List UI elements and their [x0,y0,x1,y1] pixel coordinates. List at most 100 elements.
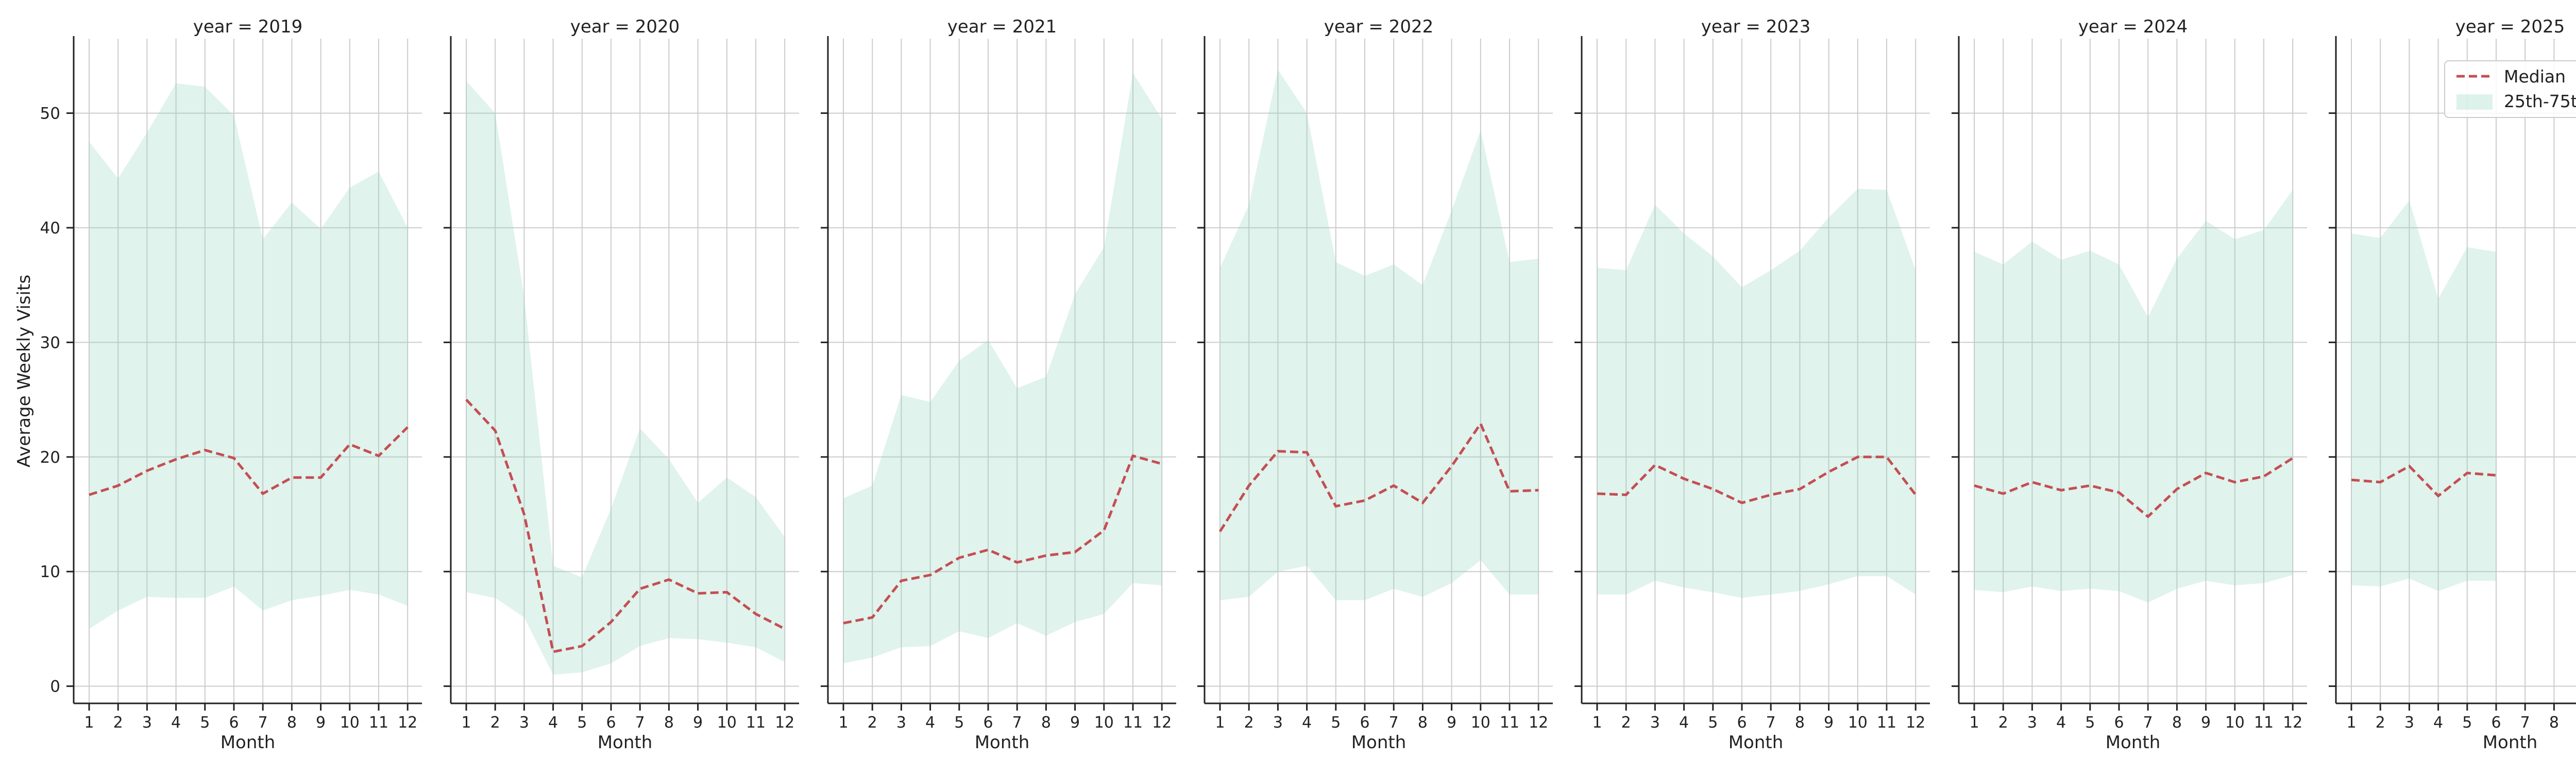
x-tick-label: 2 [113,714,123,732]
x-tick-label: 8 [2172,714,2182,732]
x-tick-label: 11 [746,714,766,732]
median-point [726,591,728,593]
x-tick-label: 9 [1824,714,1834,732]
x-tick-label: 3 [2027,714,2037,732]
x-tick-label: 3 [519,714,529,732]
panel-title: year = 2020 [570,16,680,37]
median-point [1828,471,1830,473]
x-axis-label: Month [975,732,1030,753]
median-line [843,454,1162,625]
x-tick-label: 6 [1360,714,1369,732]
x-tick-label: 4 [548,714,558,732]
x-tick-label: 2 [1621,714,1631,732]
percentile-band [2351,200,2496,592]
median-line [465,398,786,653]
x-tick-label: 12 [1529,714,1548,732]
median-point [1654,464,1656,466]
percentile-band [843,73,1162,664]
median-point [175,458,177,460]
median-point [1480,423,1482,425]
x-tick-label: 11 [1500,714,1519,732]
percentile-band [1597,189,1916,598]
x-tick-label: 3 [142,714,152,732]
y-tick-label: 10 [40,563,60,581]
x-tick-label: 6 [983,714,993,732]
median-point [494,430,496,432]
median-point [1625,494,1627,496]
median-point [668,579,670,581]
median-line [89,426,409,496]
median-point [1770,494,1772,496]
median-point [88,494,90,496]
x-tick-label: 3 [2404,714,2414,732]
median-point [465,399,467,401]
median-point [2002,493,2004,495]
median-point [1016,561,1018,563]
median-point [1393,484,1395,486]
median-point [2205,472,2207,474]
x-tick-label: 4 [925,714,935,732]
median-point [900,580,902,582]
median-line [1597,456,1917,504]
percentile-band [89,83,408,629]
median-point [1306,451,1308,453]
median-point [929,574,931,576]
median-point [2350,479,2352,481]
x-tick-label: 4 [171,714,181,732]
x-tick-label: 4 [1302,714,1312,732]
median-point [552,651,554,653]
median-point [2263,476,2265,478]
median-point [1277,450,1279,452]
x-tick-label: 8 [287,714,297,732]
percentile-band [1974,190,2293,603]
median-point [2495,474,2497,476]
median-point [2031,481,2033,483]
x-tick-label: 1 [84,714,94,732]
median-point [146,470,148,472]
panel-title: year = 2019 [193,16,302,37]
median-point [378,455,380,457]
x-tick-label: 8 [1041,714,1051,732]
panel-title: year = 2025 [2455,16,2565,37]
median-point [2118,492,2120,494]
median-point [1421,502,1423,504]
median-point [1248,484,1250,486]
y-tick-label: 30 [40,333,60,352]
median-point [1537,489,1539,491]
x-axis-label: Month [598,732,653,753]
x-tick-label: 10 [1471,714,1490,732]
x-tick-label: 9 [1447,714,1456,732]
x-tick-label: 9 [693,714,703,732]
x-tick-label: 10 [717,714,737,732]
median-point [1973,484,1975,486]
x-tick-label: 12 [775,714,794,732]
panel-title: year = 2024 [2078,16,2188,37]
x-tick-label: 6 [2114,714,2124,732]
y-tick-label: 40 [40,219,60,238]
x-tick-label: 1 [838,714,848,732]
median-point [2379,481,2381,483]
median-point [2408,465,2410,467]
y-axis-label: Average Weekly Visits [14,275,35,467]
x-tick-label: 2 [1244,714,1254,732]
median-point [1335,505,1337,507]
x-tick-label: 11 [2254,714,2274,732]
x-tick-label: 12 [398,714,417,732]
x-tick-label: 3 [896,714,906,732]
x-tick-label: 10 [340,714,360,732]
legend-band-label: 25th-75th Percentile [2504,91,2576,111]
x-tick-label: 7 [635,714,645,732]
y-tick-label: 50 [40,105,60,123]
x-tick-label: 6 [2491,714,2501,732]
median-point [1074,551,1076,553]
x-tick-label: 2 [1998,714,2008,732]
x-tick-label: 4 [2056,714,2066,732]
median-point [1886,456,1888,458]
